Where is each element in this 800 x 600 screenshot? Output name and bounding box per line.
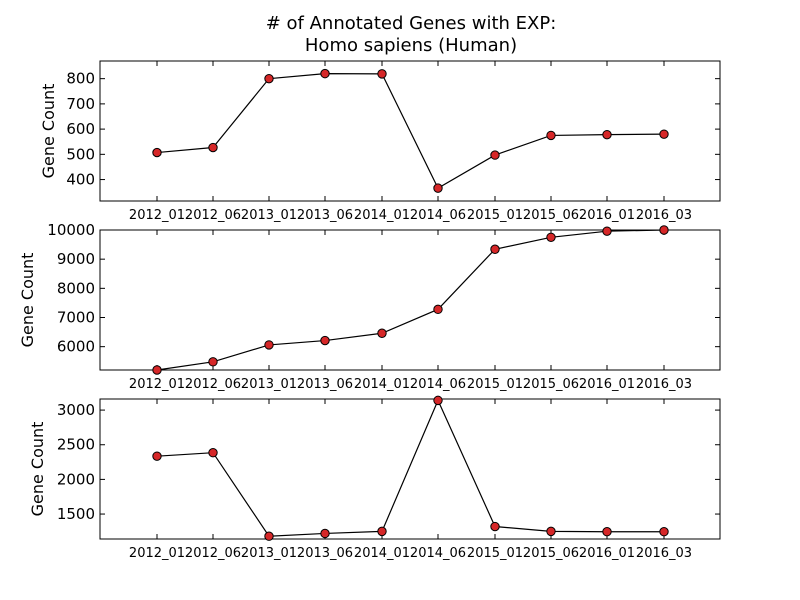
y-tick-label: 600 <box>66 120 95 138</box>
x-tick-label: 2014_06 <box>410 208 466 223</box>
y-tick-label: 2000 <box>57 470 95 488</box>
plot-frame <box>99 398 721 540</box>
x-tick-label: 2012_01 <box>129 546 185 561</box>
y-tick-label: 500 <box>66 145 95 163</box>
y-axis-label: Gene Count <box>28 422 47 517</box>
x-tick-label: 2016_01 <box>579 377 635 392</box>
data-point <box>152 147 162 158</box>
x-tick-label: 2016_03 <box>636 208 692 223</box>
data-point <box>602 226 612 236</box>
data-point <box>208 357 218 367</box>
data-point <box>208 142 218 153</box>
series-line <box>156 398 664 537</box>
x-tick-label: 2014_01 <box>354 377 410 392</box>
x-tick-label: 2013_01 <box>241 377 297 392</box>
x-tick-label: 2014_06 <box>410 377 466 392</box>
y-tick-label: 3000 <box>57 401 95 419</box>
x-tick-label: 2012_01 <box>129 377 185 392</box>
x-tick-label: 2016_01 <box>579 208 635 223</box>
data-point <box>377 69 387 79</box>
y-tick-label: 800 <box>66 70 95 88</box>
data-point <box>433 395 443 406</box>
x-tick-label: 2013_06 <box>297 377 353 392</box>
data-point <box>264 73 274 84</box>
x-tick-label: 2016_01 <box>579 546 635 561</box>
x-tick-label: 2014_06 <box>410 546 466 561</box>
x-tick-label: 2015_01 <box>467 377 523 392</box>
y-tick-label: 8000 <box>57 279 95 297</box>
data-point <box>377 526 387 537</box>
data-point <box>659 129 669 139</box>
data-point <box>659 225 669 235</box>
x-tick-label: 2014_01 <box>354 546 410 561</box>
x-tick-label: 2015_01 <box>467 208 523 223</box>
data-point <box>659 527 669 537</box>
data-point <box>152 451 162 461</box>
data-point <box>264 531 274 541</box>
data-point <box>433 304 443 315</box>
data-point <box>546 130 556 141</box>
y-tick-label: 7000 <box>57 309 95 327</box>
x-tick-label: 2016_03 <box>636 546 692 561</box>
x-tick-label: 2013_06 <box>297 546 353 561</box>
x-tick-label: 2012_06 <box>185 208 241 223</box>
x-tick-label: 2014_01 <box>354 208 410 223</box>
x-tick-label: 2013_01 <box>241 208 297 223</box>
data-point <box>152 365 162 375</box>
data-point <box>602 129 612 140</box>
series-line <box>156 73 665 189</box>
y-axis-label: Gene Count <box>39 84 58 179</box>
y-tick-label: 700 <box>66 95 95 113</box>
plot-frame <box>99 60 721 202</box>
data-point <box>208 448 218 458</box>
x-tick-label: 2012_01 <box>129 208 185 223</box>
x-tick-label: 2012_06 <box>185 546 241 561</box>
y-tick-label: 2500 <box>57 436 95 454</box>
x-tick-label: 2016_03 <box>636 377 692 392</box>
data-point <box>490 150 500 160</box>
y-tick-label: 1500 <box>57 505 95 523</box>
y-tick-label: 10000 <box>47 221 95 239</box>
data-point <box>264 340 274 350</box>
y-axis-label: Gene Count <box>18 253 37 348</box>
plot-frame <box>99 229 721 371</box>
y-tick-label: 400 <box>66 171 95 189</box>
data-point <box>546 232 556 242</box>
data-point <box>320 528 330 539</box>
data-point <box>602 527 612 537</box>
chart-title-line-1: # of Annotated Genes with EXP: <box>265 13 557 34</box>
x-tick-label: 2015_06 <box>523 546 579 561</box>
x-tick-label: 2013_01 <box>241 546 297 561</box>
x-tick-label: 2015_06 <box>523 208 579 223</box>
y-tick-label: 9000 <box>57 250 95 268</box>
data-point <box>546 526 556 537</box>
data-point <box>377 328 387 338</box>
data-point <box>490 521 500 532</box>
x-tick-label: 2013_06 <box>297 208 353 223</box>
data-point <box>320 335 330 346</box>
x-tick-label: 2015_01 <box>467 546 523 561</box>
chart-panel-1: 400 500 600 700 800 2012_01 2012_06 2013_01 2013… <box>39 60 721 223</box>
x-tick-label: 2015_06 <box>523 377 579 392</box>
data-point <box>490 244 500 254</box>
x-tick-label: 2012_06 <box>185 377 241 392</box>
y-tick-label: 6000 <box>57 338 95 356</box>
chart-title-line-2: Homo sapiens (Human) <box>304 35 518 56</box>
data-point <box>433 183 443 193</box>
data-point <box>320 68 330 79</box>
series-line <box>156 229 665 371</box>
